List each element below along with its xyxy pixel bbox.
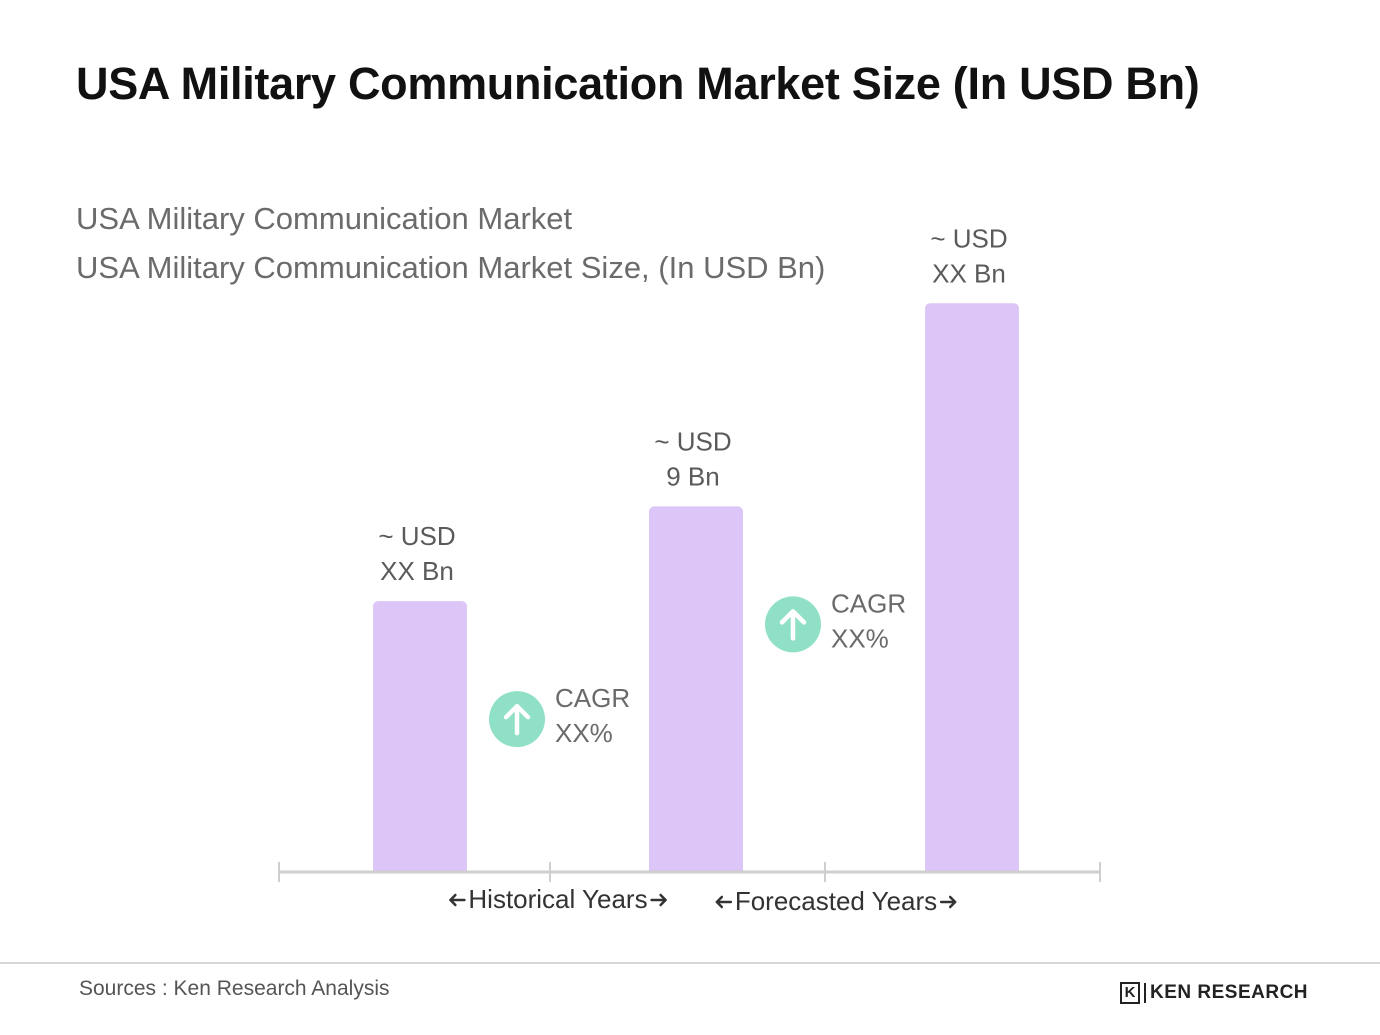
- brand-separator: [1144, 983, 1146, 1003]
- bar: [649, 506, 743, 872]
- period-label: Forecasted Years: [735, 886, 937, 916]
- footer-divider: [0, 962, 1380, 964]
- page-title: USA Military Communication Market Size (…: [76, 58, 1200, 109]
- right-arrow-icon: [939, 895, 957, 909]
- brand-name: KEN RESEARCH: [1150, 982, 1309, 1003]
- brand-mark-icon: K: [1120, 982, 1140, 1004]
- cagr-label: CAGR: [555, 683, 630, 713]
- period-label: Historical Years: [468, 884, 647, 914]
- value-label: XX Bn: [932, 258, 1006, 288]
- cagr-label: XX%: [831, 623, 889, 653]
- bar: [925, 303, 1019, 872]
- value-label: ~ USD: [654, 426, 731, 456]
- value-label: ~ USD: [378, 521, 455, 551]
- chart-subtitle-units: USA Military Communication Market Size, …: [76, 250, 826, 285]
- cagr-label: CAGR: [831, 588, 906, 618]
- bar-chart: ~ USD XX Bn ~ USD 9 Bn ~ USD XX Bn CAGR XX% CAGR…: [278, 223, 1101, 916]
- value-label: XX Bn: [380, 556, 454, 586]
- right-arrow-icon: [650, 893, 667, 907]
- left-arrow-icon: [715, 895, 733, 909]
- value-label: 9 Bn: [666, 461, 720, 491]
- bar: [373, 601, 467, 872]
- cagr-arrow-glyph: [503, 703, 531, 736]
- source-note: Sources : Ken Research Analysis: [79, 977, 390, 1000]
- cagr-label: XX%: [555, 718, 613, 748]
- chart-subtitle: USA Military Communication Market: [76, 201, 573, 236]
- left-arrow-icon: [449, 893, 466, 907]
- cagr-arrow-glyph: [779, 609, 807, 641]
- value-label: ~ USD: [930, 223, 1007, 253]
- brand-logo: K KEN RESEARCH: [1120, 980, 1308, 1006]
